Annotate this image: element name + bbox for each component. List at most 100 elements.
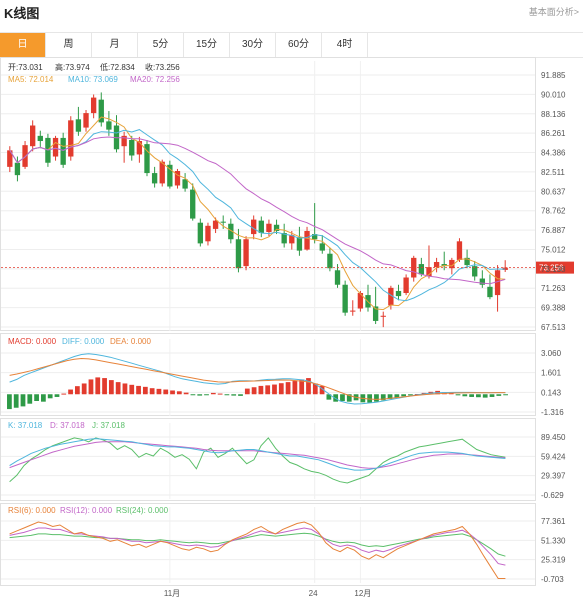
rsi-y-tick: 25.319 xyxy=(541,556,566,565)
candle-body xyxy=(266,223,272,233)
macd-bar xyxy=(299,379,305,395)
macd-bar xyxy=(224,394,230,396)
macd-y-tick: 3.060 xyxy=(541,349,562,358)
macd-bar xyxy=(81,383,87,395)
macd-bar xyxy=(394,394,400,398)
tab-2[interactable]: 周 xyxy=(46,33,92,57)
x-tick-label: 11月 xyxy=(164,589,180,598)
candle-body xyxy=(304,230,310,250)
main-y-tick: 78.762 xyxy=(541,207,566,216)
main-y-tick: 71.263 xyxy=(541,284,566,293)
candle-body xyxy=(30,125,36,147)
macd-bar xyxy=(312,383,318,395)
candle-body xyxy=(228,223,234,240)
tab-5[interactable]: 15分 xyxy=(184,33,230,57)
candle-body xyxy=(22,145,28,167)
macd-bar xyxy=(503,394,508,396)
candle-body xyxy=(418,264,425,275)
main-y-tick: 84.386 xyxy=(541,149,566,158)
candle-body xyxy=(90,97,97,114)
ohlc-low: 低:72.834 xyxy=(100,62,135,72)
candle-body xyxy=(60,137,66,165)
candle-body xyxy=(52,137,59,157)
macd-bar xyxy=(88,379,94,395)
x-tick-label: 12月 xyxy=(354,589,371,598)
last-price-label: 73.256 xyxy=(539,264,564,273)
macd-bar xyxy=(401,394,407,397)
candle-body xyxy=(14,162,21,176)
candle-body xyxy=(296,237,303,251)
ohlc-open: 开:73.031 xyxy=(8,63,43,72)
tab-6[interactable]: 30分 xyxy=(230,33,276,57)
macd-series xyxy=(7,353,508,410)
macd-bar xyxy=(197,394,203,396)
rsi12-legend: RSI(12): 0.000 xyxy=(60,506,113,515)
candle-body xyxy=(403,277,409,294)
macd-bar xyxy=(74,386,80,395)
candle-body xyxy=(487,286,493,298)
main-panel-frame xyxy=(0,57,536,331)
macd-bar xyxy=(251,387,257,395)
candle-body xyxy=(121,135,127,147)
macd-bar xyxy=(68,389,73,395)
candle-body xyxy=(83,113,89,128)
moving-average-lines: 73.256 xyxy=(1,116,574,311)
candle-body xyxy=(456,241,463,260)
macd-bar xyxy=(340,394,345,401)
candle-body xyxy=(220,221,226,223)
macd-bar xyxy=(272,384,277,395)
candle-body xyxy=(357,293,364,309)
candle-body xyxy=(380,315,386,317)
candle-body xyxy=(144,144,150,174)
macd-bar xyxy=(7,394,12,410)
macd-bar xyxy=(54,394,60,397)
rsi6-legend: RSI(6): 0.000 xyxy=(8,506,56,515)
tab-7[interactable]: 60分 xyxy=(276,33,322,57)
main-y-tick: 88.136 xyxy=(541,110,566,119)
tab-8[interactable]: 4时 xyxy=(322,33,368,57)
d-line xyxy=(9,441,506,469)
last-price-badge xyxy=(536,261,574,274)
ohlc-close: 收:73.256 xyxy=(145,62,180,72)
rsi-y-tick: 51.330 xyxy=(541,536,566,545)
fundamental-analysis-link[interactable]: 基本面分析> xyxy=(528,7,579,17)
macd-bar xyxy=(136,385,141,395)
macd-y-tick: 0.143 xyxy=(541,388,562,397)
candle-body xyxy=(251,219,257,235)
main-y-tick: 69.388 xyxy=(541,304,566,313)
k-legend: K: 37.018 xyxy=(8,421,43,430)
candle-body xyxy=(449,259,455,269)
macd-bar xyxy=(115,382,121,395)
tab-1[interactable]: 日 xyxy=(0,33,46,57)
j-legend: J: 37.018 xyxy=(92,421,125,430)
macd-bar xyxy=(122,383,128,395)
macd-bar xyxy=(374,394,379,402)
candle-body xyxy=(190,189,196,219)
macd-bar xyxy=(41,394,46,402)
tab-4[interactable]: 5分 xyxy=(138,33,184,57)
macd-bar xyxy=(176,391,182,395)
macd-bar xyxy=(455,394,461,396)
candle-body xyxy=(289,235,295,244)
kdj-y-tick: 89.450 xyxy=(541,433,566,442)
macd-bar xyxy=(408,394,413,396)
macd-bar xyxy=(61,393,67,395)
candle-body xyxy=(372,306,379,321)
page-title: K线图 xyxy=(4,6,40,21)
macd-bar xyxy=(20,394,26,407)
dea-legend: DEA: 0.000 xyxy=(110,337,151,346)
macd-bar xyxy=(326,394,332,400)
rsi6-line xyxy=(9,521,506,579)
macd-bar xyxy=(149,388,155,395)
kdj-panel-frame xyxy=(0,418,536,501)
candle-body xyxy=(197,222,204,244)
ma5-line xyxy=(9,116,506,311)
ohlc-high: 高:73.974 xyxy=(55,62,90,72)
macd-bar xyxy=(380,394,386,401)
macd-bar xyxy=(462,394,468,397)
candle-body xyxy=(311,234,318,240)
candle-body xyxy=(167,164,173,187)
main-y-tick: 82.511 xyxy=(541,168,565,177)
period-tabs: 日周月 5分 15分 30分 60分 4时 xyxy=(0,32,583,58)
tab-3[interactable]: 月 xyxy=(92,33,138,57)
